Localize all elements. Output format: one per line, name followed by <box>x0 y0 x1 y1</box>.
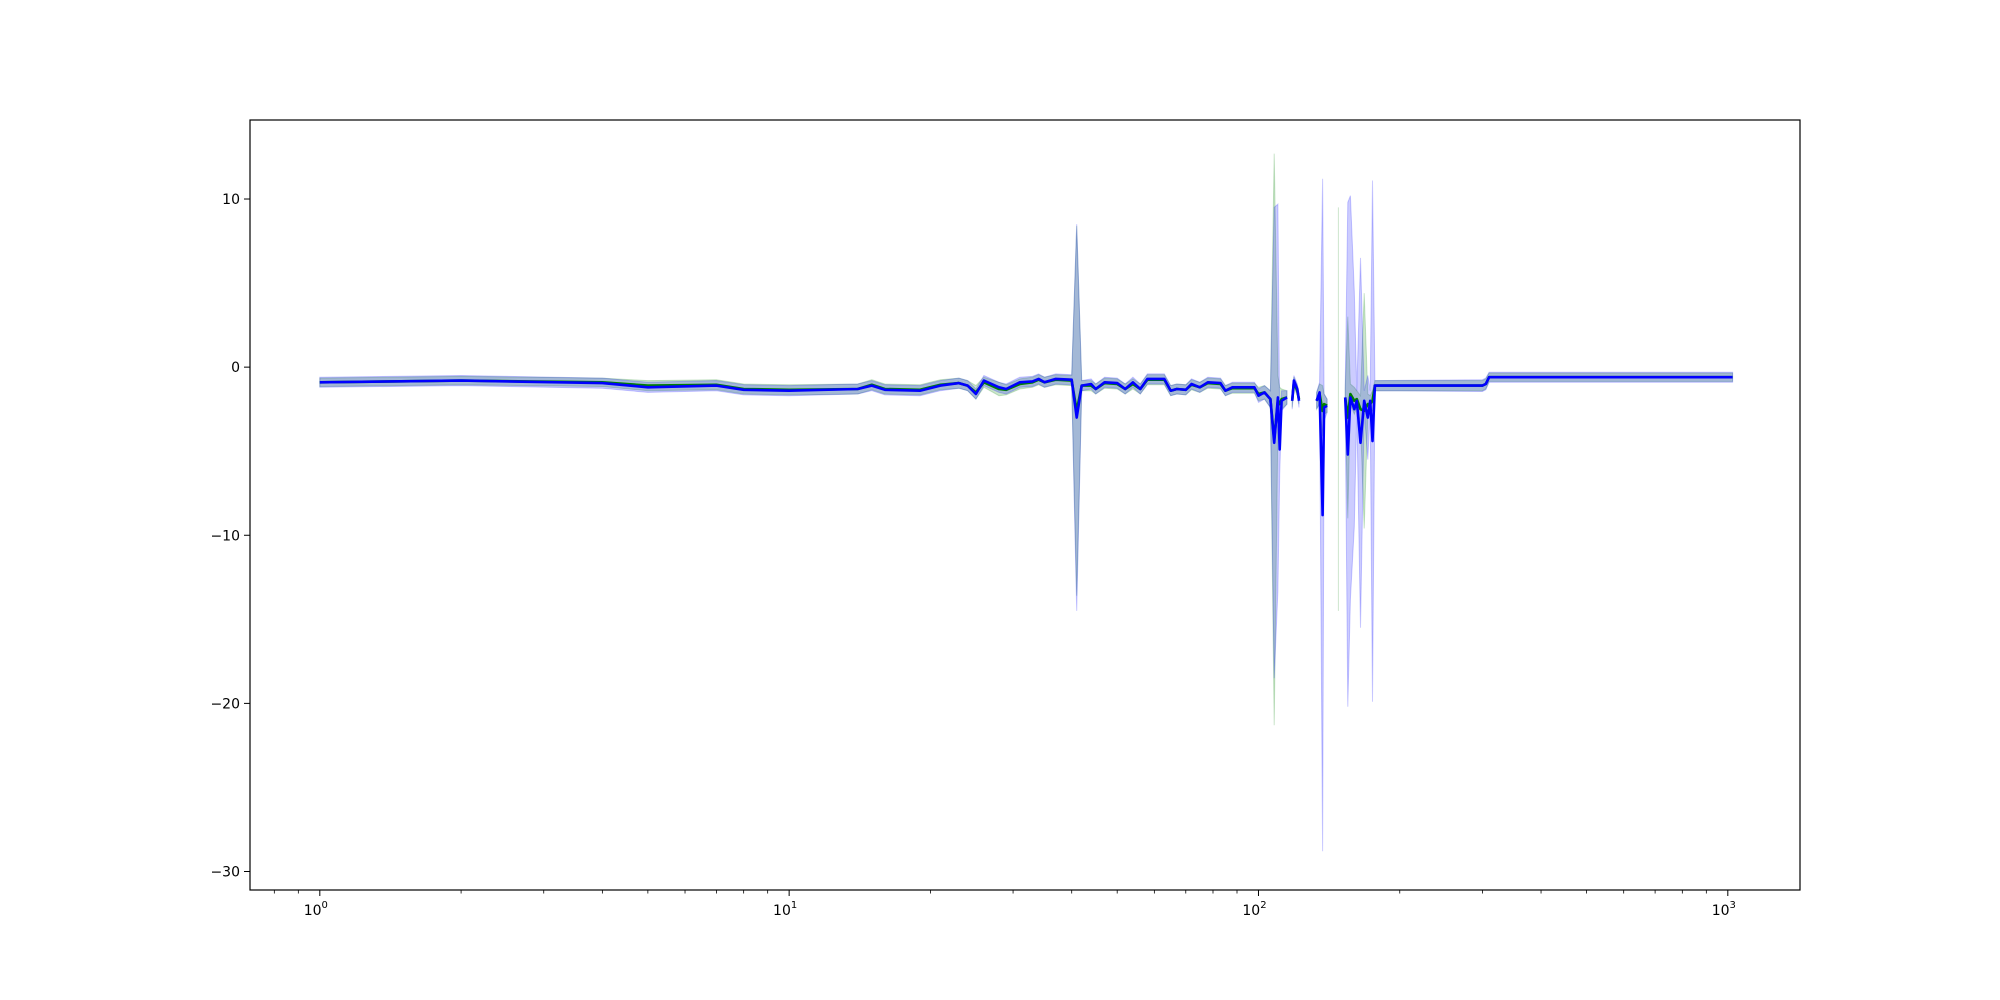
y-axis: 10 0 −10 −20 −30 <box>210 192 250 881</box>
y-tick-label: −20 <box>210 696 240 712</box>
x-tick-label: 103 <box>1712 900 1736 919</box>
series-1-band <box>319 202 1288 679</box>
series-1-band <box>1344 180 1734 707</box>
plot-frame <box>249 119 1801 891</box>
x-tick-label: 100 <box>304 900 328 919</box>
series-0-band <box>1344 293 1734 529</box>
confidence-bands <box>319 153 1734 852</box>
x-tick-label: 101 <box>773 900 797 919</box>
y-tick-label: −30 <box>210 865 240 881</box>
x-axis: 100 101 102 103 <box>273 890 1736 919</box>
y-tick-label: −10 <box>210 528 240 544</box>
series-0-band <box>319 153 1288 726</box>
y-tick-label: 10 <box>222 192 240 208</box>
series-1-line <box>319 377 1288 451</box>
series-1-line <box>1315 391 1328 517</box>
series-1-line <box>1343 375 1733 456</box>
series-1-line <box>1290 379 1301 401</box>
series-lines <box>319 375 1733 517</box>
y-tick-label: 0 <box>231 360 240 376</box>
x-tick-label: 102 <box>1242 900 1266 919</box>
